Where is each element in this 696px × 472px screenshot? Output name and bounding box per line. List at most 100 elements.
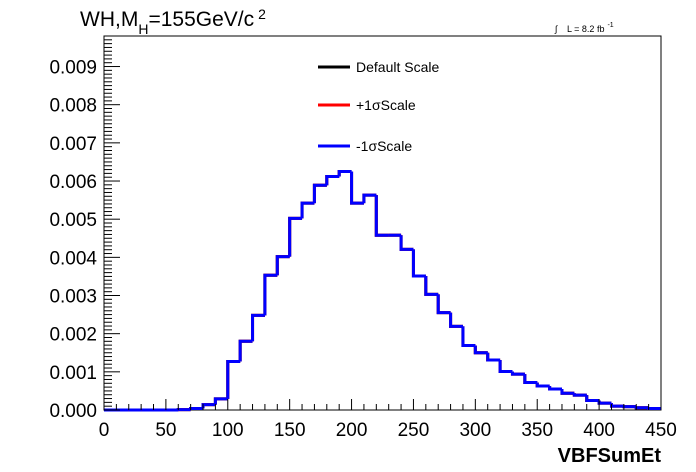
histogram-bin — [424, 276, 439, 296]
histogram-bin — [436, 294, 451, 315]
histogram-bin — [399, 235, 414, 251]
histogram-bin — [226, 360, 241, 399]
histogram-bin — [238, 339, 253, 362]
histogram-bin — [374, 195, 389, 237]
luminosity-text: L = 8.2 fb — [567, 24, 604, 34]
histogram-bin — [498, 360, 513, 373]
legend-label-minus1sigma: -1σScale — [356, 138, 412, 154]
histogram-bin — [449, 312, 463, 328]
histogram-bin — [374, 195, 389, 237]
histogram-bin — [238, 339, 253, 362]
histogram-bin — [399, 235, 414, 251]
histogram-bin — [325, 174, 340, 186]
histogram-bin — [510, 371, 525, 376]
histogram-bin — [449, 312, 463, 328]
histogram-bin — [350, 171, 364, 205]
x-tick-label: 250 — [398, 420, 430, 441]
histogram-bin — [300, 201, 315, 219]
histogram-bin — [424, 276, 439, 296]
histogram-bin — [189, 406, 204, 410]
series-0 — [104, 169, 661, 412]
integral-symbol: ∫ — [554, 24, 559, 34]
x-tick-label: 200 — [336, 420, 368, 441]
histogram-bin — [275, 255, 290, 276]
histogram-bin — [572, 393, 587, 397]
histogram-bin — [312, 183, 327, 204]
histogram-bin — [449, 312, 463, 328]
chart-title-suffix: =155GeV/c — [148, 8, 254, 31]
histogram-bin — [535, 382, 550, 388]
histogram-bin — [473, 345, 488, 355]
x-tick-label: 400 — [583, 420, 615, 441]
histogram-bin — [312, 183, 327, 204]
histogram-bin — [251, 313, 265, 342]
histogram-bin — [226, 360, 241, 399]
histogram-bin — [275, 255, 290, 276]
x-tick-label: 450 — [645, 420, 677, 441]
histogram-bin — [411, 249, 426, 278]
x-axis-label: VBFSumEt — [558, 445, 662, 467]
chart-title-prefix: WH,M — [80, 8, 138, 31]
y-tick-label: 0.000 — [49, 401, 97, 422]
histogram-bin — [350, 171, 364, 205]
histogram-bin — [634, 406, 649, 410]
y-tick-label: 0.001 — [49, 363, 97, 384]
histogram-bin — [263, 273, 278, 316]
chart-title-subscript: H — [138, 21, 148, 37]
histogram-bin — [288, 216, 303, 257]
x-tick-label: 100 — [212, 420, 244, 441]
chart-title: WH,MH=155GeV/c 2 — [80, 6, 266, 37]
histogram-bin — [436, 294, 451, 315]
luminosity-superscript: -1 — [607, 22, 613, 29]
histogram-bin — [226, 360, 241, 399]
histogram-bin — [275, 255, 290, 276]
luminosity-label: L = 8.2 fb -1 — [567, 22, 614, 34]
histogram-bin — [585, 395, 600, 402]
histogram-bin — [238, 339, 253, 362]
x-tick-label: 150 — [274, 420, 306, 441]
x-tick-label: 300 — [459, 420, 491, 441]
histogram-bin — [201, 403, 216, 409]
y-tick-label: 0.002 — [49, 325, 97, 346]
histogram-bin — [647, 406, 661, 410]
histogram-bin — [498, 360, 513, 373]
y-tick-label: 0.005 — [49, 210, 97, 231]
histogram-bin — [461, 326, 476, 348]
histogram-bin — [498, 360, 513, 373]
histogram-bin — [288, 216, 303, 257]
legend: Default Scale +1σScale -1σScale — [318, 59, 439, 154]
histogram-bin — [411, 249, 426, 278]
y-tick-label: 0.004 — [49, 248, 97, 269]
histogram-bin — [263, 273, 278, 316]
histogram-bin — [251, 313, 265, 342]
histogram-bin — [436, 294, 451, 315]
histogram-bin — [263, 273, 278, 316]
x-tick-label: 0 — [99, 420, 110, 441]
histogram-bin — [337, 169, 352, 177]
x-tick-label: 350 — [521, 420, 553, 441]
histogram-bin — [411, 249, 426, 278]
histogram-bin — [560, 389, 575, 395]
y-tick-label: 0.009 — [49, 58, 97, 79]
histogram-bin — [362, 193, 377, 204]
histogram-bin — [213, 397, 228, 405]
legend-label-plus1sigma: +1σScale — [356, 97, 416, 113]
histogram-bin — [461, 326, 476, 348]
histogram-bin — [548, 385, 562, 391]
series-2 — [104, 169, 661, 412]
histogram-bin — [251, 313, 265, 342]
series-1 — [104, 169, 661, 412]
series-layer — [104, 169, 661, 412]
chart-title-superscript: 2 — [258, 6, 266, 22]
y-tick-label: 0.007 — [49, 134, 97, 155]
y-tick-label: 0.006 — [49, 172, 97, 193]
histogram-bin — [312, 183, 327, 204]
legend-label-default: Default Scale — [356, 59, 439, 75]
x-tick-label: 50 — [155, 420, 176, 441]
histogram-bin — [399, 235, 414, 251]
histogram-bin — [486, 352, 501, 362]
histogram-bin — [350, 171, 364, 205]
y-tick-label: 0.008 — [49, 96, 97, 117]
